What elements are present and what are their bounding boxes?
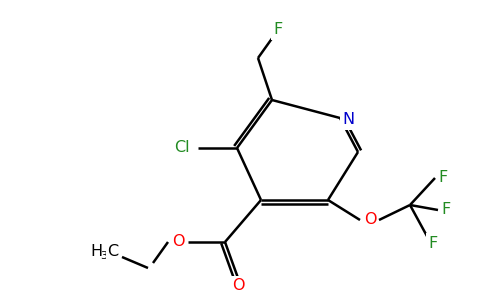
Text: O: O <box>364 212 376 227</box>
Text: F: F <box>273 22 283 38</box>
Text: F: F <box>441 202 451 217</box>
Text: C: C <box>107 244 119 260</box>
Text: 3: 3 <box>101 251 107 261</box>
Text: F: F <box>439 170 448 185</box>
Text: O: O <box>232 278 244 293</box>
Text: N: N <box>342 112 354 128</box>
Text: O: O <box>172 235 184 250</box>
Text: F: F <box>428 236 438 250</box>
Text: H: H <box>90 244 102 260</box>
Text: Cl: Cl <box>174 140 190 155</box>
